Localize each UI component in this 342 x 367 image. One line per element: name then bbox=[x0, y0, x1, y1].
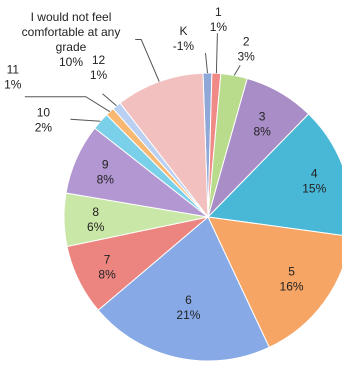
leader-line-not-comfortable bbox=[135, 39, 160, 82]
slice-label-3: 3 8% bbox=[253, 110, 271, 139]
leader-line-12 bbox=[102, 93, 117, 107]
slice-label-10: 10 2% bbox=[35, 105, 53, 134]
slice-label-5: 5 16% bbox=[280, 264, 304, 293]
pie-slice-5 bbox=[207, 216, 342, 348]
slice-label-k: K -1% bbox=[173, 24, 195, 53]
leader-line-k bbox=[205, 52, 208, 74]
pie-slice-i-would-not-feel-comfortable-at-any-grade bbox=[119, 72, 209, 219]
leader-line-10 bbox=[70, 118, 101, 122]
pie-slice-6 bbox=[97, 216, 270, 362]
slice-label-7: 7 8% bbox=[98, 252, 116, 281]
slice-label-1: 1 1% bbox=[210, 5, 228, 34]
slice-label-8: 8 6% bbox=[87, 205, 105, 234]
slices-layer bbox=[63, 72, 342, 362]
slice-label-not-comfortable: I would not feel comfortable at any grade 1… bbox=[22, 10, 121, 69]
slice-label-11: 11 1% bbox=[4, 63, 22, 92]
leader-line-11 bbox=[24, 96, 111, 113]
slice-label-6: 6 21% bbox=[176, 293, 200, 322]
slice-label-2: 2 3% bbox=[238, 34, 256, 63]
slice-label-12: 12 1% bbox=[90, 53, 108, 82]
leader-line-2 bbox=[233, 65, 241, 76]
slice-label-9: 9 8% bbox=[97, 158, 115, 187]
leader-lines bbox=[24, 33, 241, 122]
leader-line-1 bbox=[215, 33, 218, 74]
labels-layer: 3 8% 4 15% 5 16% 6 21% 7 8% 8 6% 9 8% 2 3% 1 1% K -1% 10 2% 11… bbox=[4, 5, 326, 322]
pie-slice-4 bbox=[206, 113, 342, 236]
slice-label-4: 4 15% bbox=[302, 167, 326, 196]
